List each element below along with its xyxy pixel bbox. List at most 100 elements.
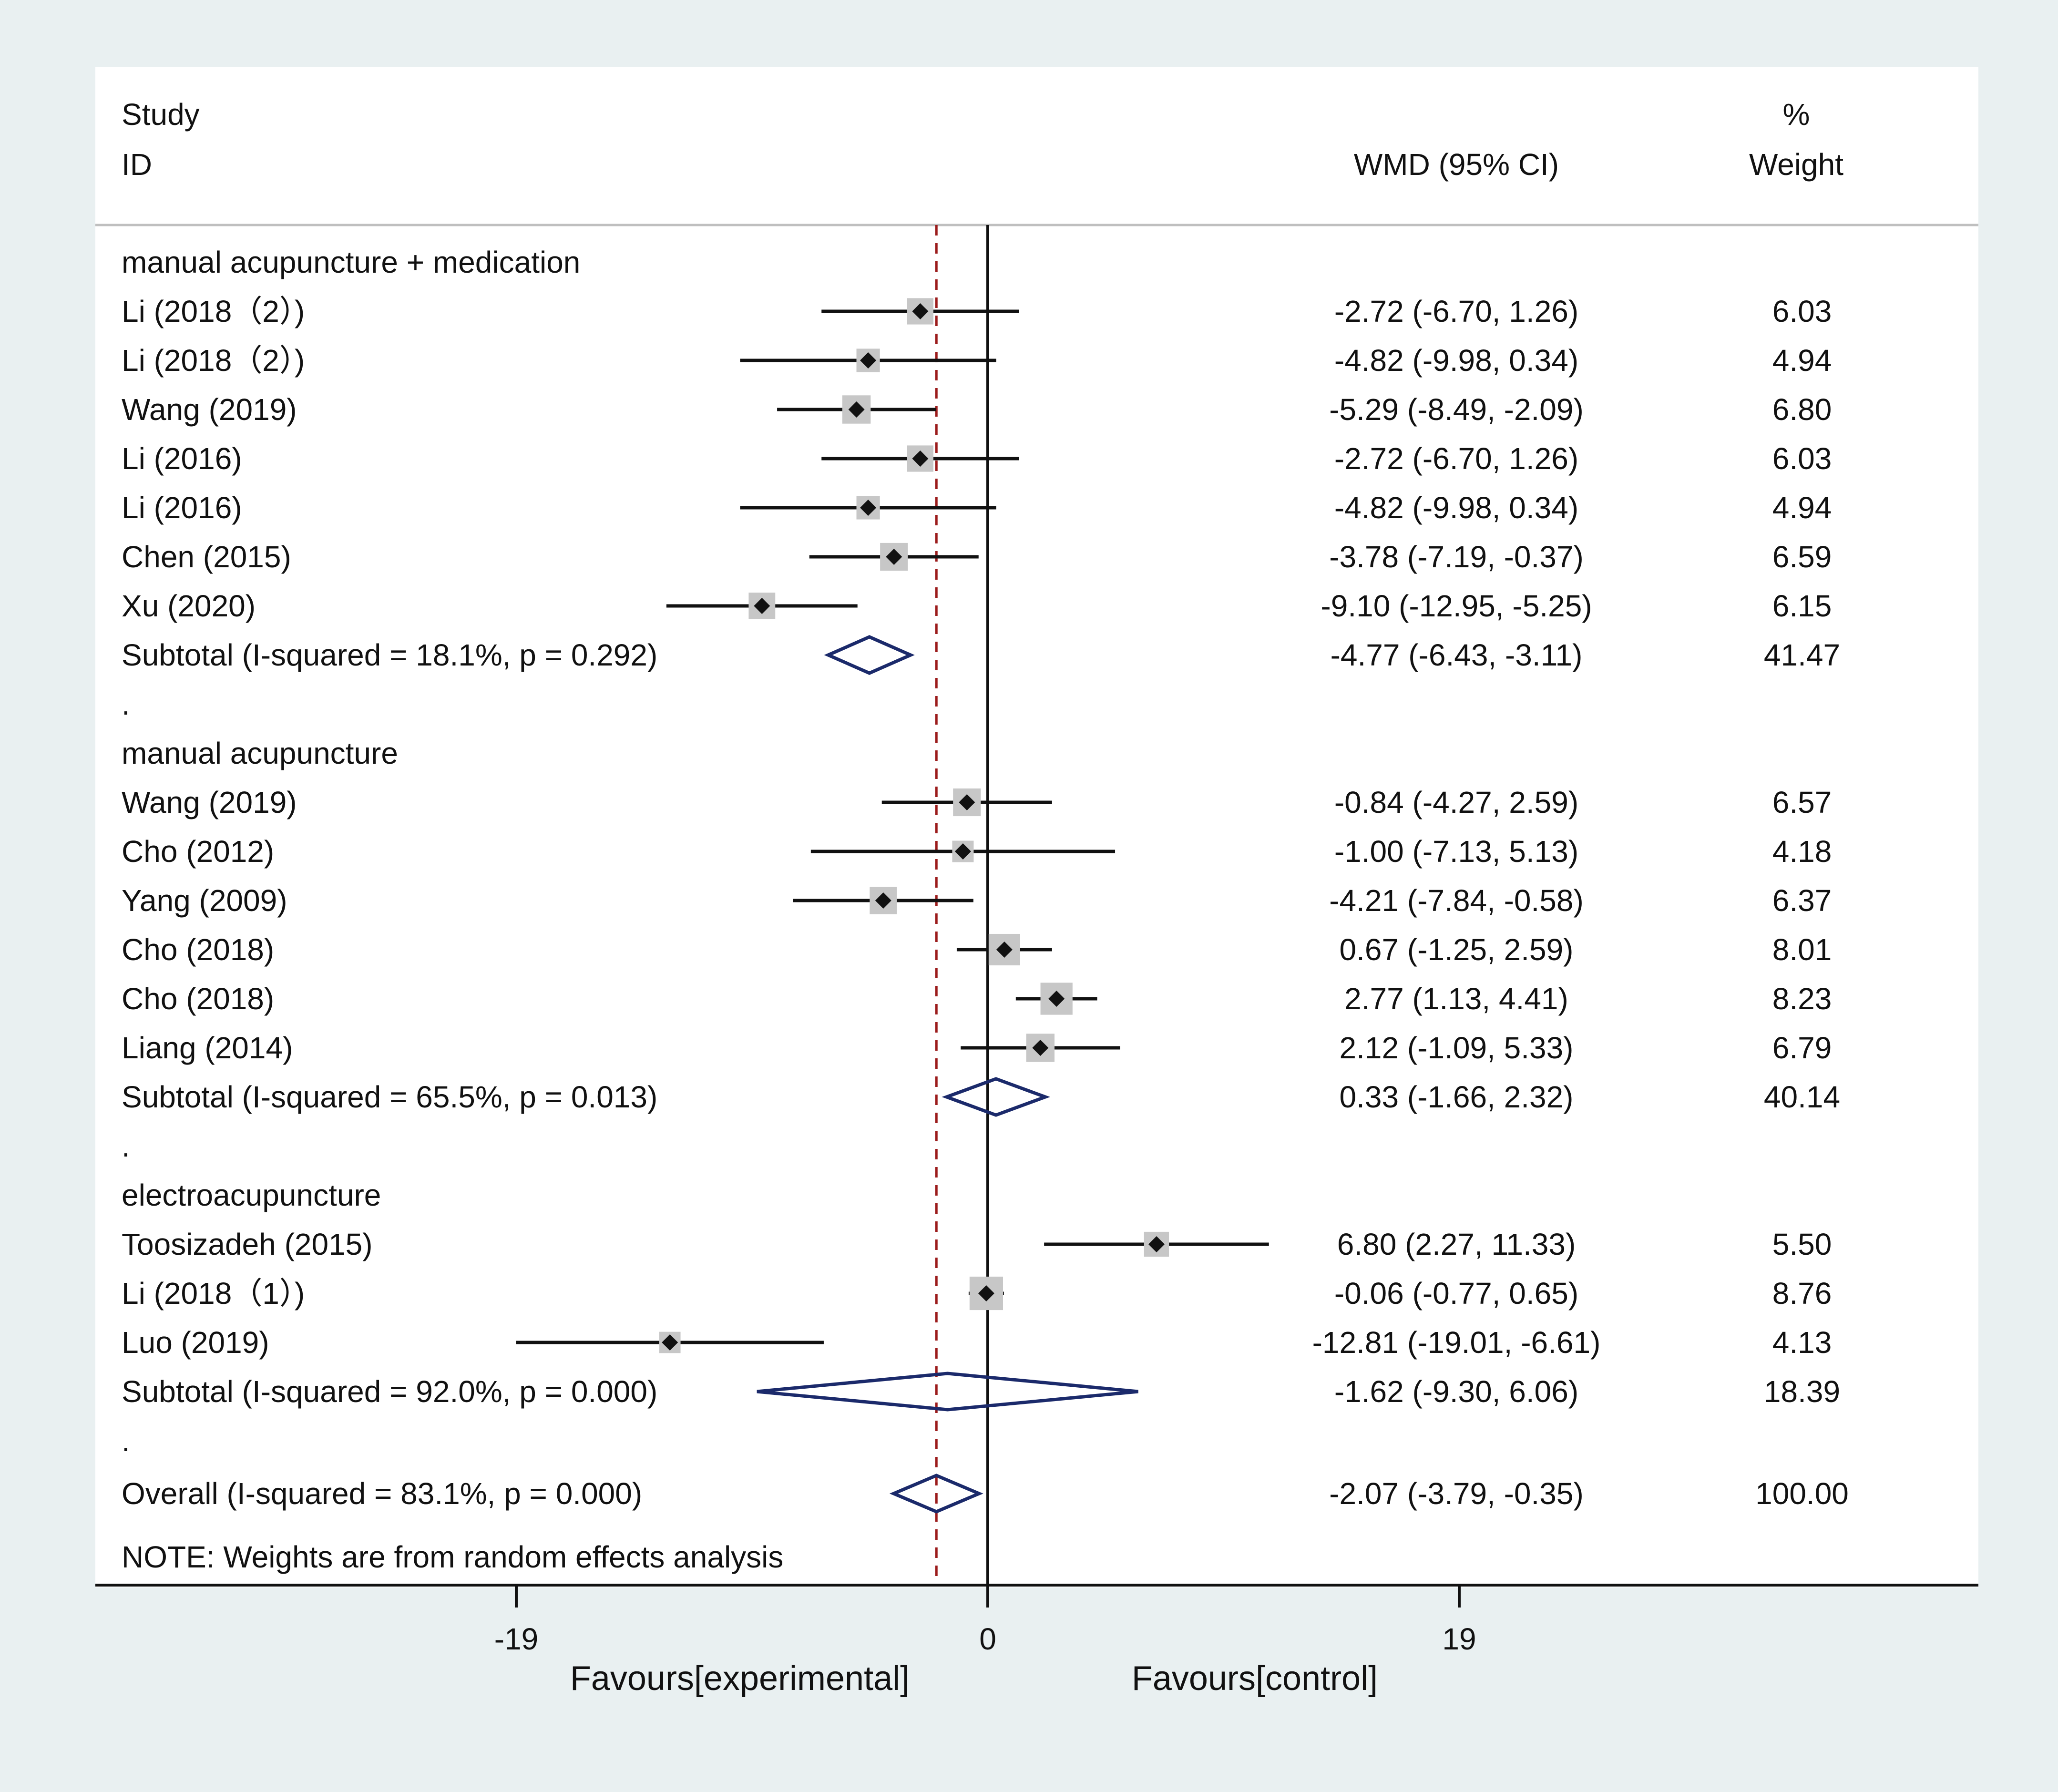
study-label: Li (2018（2）) xyxy=(122,343,305,378)
point-estimate xyxy=(662,1334,678,1351)
favours-experimental-label: Favours[experimental] xyxy=(570,1659,910,1698)
point-estimate xyxy=(886,549,902,565)
header-study-label: Study xyxy=(122,97,200,132)
x-tick-label: 19 xyxy=(1442,1622,1476,1656)
spacer-dot: . xyxy=(122,687,130,721)
header-weight-label: Weight xyxy=(1749,147,1843,182)
weight-value: 6.79 xyxy=(1772,1031,1832,1065)
spacer-dot: . xyxy=(122,1423,130,1458)
study-label: Li (2018（1）) xyxy=(122,1276,305,1311)
weight-value: 4.13 xyxy=(1772,1325,1832,1360)
weight-value: 8.23 xyxy=(1772,982,1832,1016)
study-label: Wang (2019) xyxy=(122,785,297,819)
study-label: Xu (2020) xyxy=(122,589,256,623)
weight-value: 40.14 xyxy=(1764,1080,1840,1114)
study-label: Li (2016) xyxy=(122,491,242,525)
ci-value: 0.33 (-1.66, 2.32) xyxy=(1340,1080,1574,1114)
subtotal-label: Subtotal (I-squared = 18.1%, p = 0.292) xyxy=(122,638,657,672)
weight-value: 6.80 xyxy=(1772,392,1832,427)
ci-value: -9.10 (-12.95, -5.25) xyxy=(1321,589,1592,623)
x-tick-label: 0 xyxy=(979,1622,996,1656)
header-ci-label: WMD (95% CI) xyxy=(1354,147,1559,182)
point-estimate xyxy=(996,942,1013,958)
ci-value: 2.12 (-1.09, 5.33) xyxy=(1340,1031,1574,1065)
study-label: Luo (2019) xyxy=(122,1325,269,1360)
study-label: Cho (2012) xyxy=(122,834,274,869)
ci-value: 2.77 (1.13, 4.41) xyxy=(1344,982,1568,1016)
favours-control-label: Favours[control] xyxy=(1132,1659,1378,1698)
weight-value: 6.37 xyxy=(1772,883,1832,918)
ci-value: -0.06 (-0.77, 0.65) xyxy=(1334,1276,1578,1311)
subtotal-diamond xyxy=(757,1372,1138,1412)
ci-value: -4.77 (-6.43, -3.11) xyxy=(1331,638,1583,672)
study-label: Cho (2018) xyxy=(122,932,274,967)
point-estimate xyxy=(860,352,877,369)
ci-value: -1.00 (-7.13, 5.13) xyxy=(1334,834,1578,869)
ci-value: -3.78 (-7.19, -0.37) xyxy=(1329,540,1584,574)
weight-value: 6.03 xyxy=(1772,441,1832,476)
ci-value: 6.80 (2.27, 11.33) xyxy=(1337,1227,1576,1261)
overall-diamond xyxy=(889,1474,983,1514)
subgroup-label: manual acupuncture + medication xyxy=(122,245,580,279)
subtotal-diamond xyxy=(942,1077,1050,1117)
point-estimate xyxy=(978,1285,994,1301)
subtotal-diamond xyxy=(824,635,915,675)
ci-value: -4.21 (-7.84, -0.58) xyxy=(1329,883,1584,918)
header-weight-percent: % xyxy=(1783,97,1810,132)
weight-value: 8.76 xyxy=(1772,1276,1832,1311)
ci-value: -0.84 (-4.27, 2.59) xyxy=(1334,785,1578,819)
subgroup-label: manual acupuncture xyxy=(122,736,398,770)
point-estimate xyxy=(912,303,929,319)
weight-value: 5.50 xyxy=(1772,1227,1832,1261)
study-label: Liang (2014) xyxy=(122,1031,293,1065)
ci-value: -1.62 (-9.30, 6.06) xyxy=(1334,1374,1578,1409)
overall-label: Overall (I-squared = 83.1%, p = 0.000) xyxy=(122,1476,642,1511)
ci-value: -2.07 (-3.79, -0.35) xyxy=(1329,1476,1584,1511)
subtotal-label: Subtotal (I-squared = 65.5%, p = 0.013) xyxy=(122,1080,657,1114)
subgroup-label: electroacupuncture xyxy=(122,1178,381,1212)
weight-value: 4.94 xyxy=(1772,491,1832,525)
point-estimate xyxy=(959,794,975,810)
point-estimate xyxy=(754,598,770,614)
study-label: Wang (2019) xyxy=(122,392,297,427)
ci-value: -4.82 (-9.98, 0.34) xyxy=(1334,491,1578,525)
study-label: Toosizadeh (2015) xyxy=(122,1227,373,1261)
point-estimate xyxy=(848,401,865,418)
point-estimate xyxy=(875,892,891,909)
study-label: Yang (2009) xyxy=(122,883,287,918)
study-label: Li (2018（2）) xyxy=(122,294,305,328)
ci-value: -2.72 (-6.70, 1.26) xyxy=(1334,441,1578,476)
spacer-dot: . xyxy=(122,1129,130,1163)
point-estimate xyxy=(1032,1040,1049,1056)
ci-value: 0.67 (-1.25, 2.59) xyxy=(1340,932,1574,967)
point-estimate xyxy=(860,500,877,516)
study-label: Cho (2018) xyxy=(122,982,274,1016)
ci-value: -12.81 (-19.01, -6.61) xyxy=(1312,1325,1601,1360)
weight-value: 6.57 xyxy=(1772,785,1832,819)
point-estimate xyxy=(912,451,929,467)
weight-value: 41.47 xyxy=(1764,638,1840,672)
study-label: Li (2016) xyxy=(122,441,242,476)
plot-panel xyxy=(95,67,1978,1587)
ci-value: -4.82 (-9.98, 0.34) xyxy=(1334,343,1578,378)
subtotal-label: Subtotal (I-squared = 92.0%, p = 0.000) xyxy=(122,1374,657,1409)
header-id-label: ID xyxy=(122,147,152,182)
forest-rows: manual acupuncture + medication Li (2018（… xyxy=(122,245,1849,1514)
point-estimate xyxy=(954,843,971,860)
x-axis: -19 0 19 xyxy=(494,1585,1476,1656)
note-text: NOTE: Weights are from random effects an… xyxy=(122,1540,783,1574)
ci-value: -5.29 (-8.49, -2.09) xyxy=(1329,392,1584,427)
weight-value: 6.59 xyxy=(1772,540,1832,574)
weight-value: 18.39 xyxy=(1764,1374,1840,1409)
point-estimate xyxy=(1048,991,1065,1007)
point-estimate xyxy=(1148,1236,1165,1252)
x-tick-label: -19 xyxy=(494,1622,539,1656)
weight-value: 6.15 xyxy=(1772,589,1832,623)
weight-value: 6.03 xyxy=(1772,294,1832,328)
ci-value: -2.72 (-6.70, 1.26) xyxy=(1334,294,1578,328)
weight-value: 8.01 xyxy=(1772,932,1832,967)
weight-value: 4.18 xyxy=(1772,834,1832,869)
study-label: Chen (2015) xyxy=(122,540,291,574)
weight-value: 100.00 xyxy=(1755,1476,1849,1511)
